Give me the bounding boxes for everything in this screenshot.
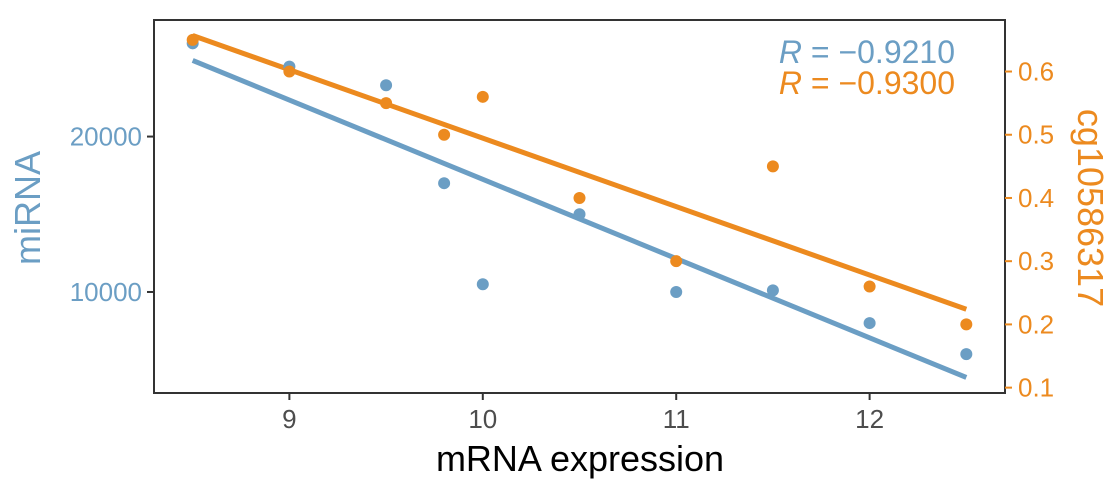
correlation-symbol: R <box>779 34 802 70</box>
data-point-mirna <box>863 317 876 330</box>
x-tick-label: 10 <box>468 404 497 434</box>
data-point-cg10586317 <box>670 255 683 268</box>
data-point-cg10586317 <box>380 97 393 110</box>
plot-panel <box>153 19 1006 394</box>
y-right-tick-label: 0.4 <box>1018 183 1054 213</box>
y-right-tick-label: 0.3 <box>1018 246 1054 276</box>
data-point-mirna <box>380 79 393 92</box>
data-point-mirna <box>476 278 489 291</box>
data-point-cg10586317 <box>283 65 296 78</box>
data-point-cg10586317 <box>186 33 199 46</box>
fit-line-cg10586317 <box>191 33 968 312</box>
y-axis-right-title: cg10586317 <box>1070 109 1111 307</box>
data-point-cg10586317 <box>438 128 451 141</box>
x-axis-title: mRNA expression <box>436 438 724 479</box>
data-point-mirna <box>573 208 586 221</box>
data-point-mirna <box>670 285 683 298</box>
x-tick-label: 9 <box>282 404 296 434</box>
y-right-tick-label: 0.6 <box>1018 57 1054 87</box>
data-point-cg10586317 <box>960 318 973 331</box>
correlation-value: = −0.9300 <box>802 65 955 101</box>
data-point-mirna <box>766 284 779 297</box>
y-left-tick-label: 20000 <box>70 122 142 152</box>
data-point-cg10586317 <box>766 160 779 173</box>
data-point-mirna <box>960 348 973 361</box>
correlation-symbol: R <box>779 65 802 101</box>
correlation-label-mirna: R = −0.9210 <box>779 34 955 70</box>
data-point-cg10586317 <box>573 191 586 204</box>
y-axis-left-title: miRNA <box>7 151 48 265</box>
x-tick-label: 11 <box>663 404 690 434</box>
x-tick-label: 12 <box>855 404 884 434</box>
y-right-tick-label: 0.1 <box>1018 373 1054 403</box>
y-left-tick-label: 10000 <box>70 277 142 307</box>
data-point-cg10586317 <box>476 90 489 103</box>
data-point-mirna <box>438 177 451 190</box>
correlation-value: = −0.9210 <box>802 34 955 70</box>
data-point-cg10586317 <box>863 280 876 293</box>
y-right-tick-label: 0.2 <box>1018 309 1054 339</box>
correlation-label-cg10586317: R = −0.9300 <box>779 65 955 101</box>
y-right-tick-label: 0.5 <box>1018 120 1054 150</box>
